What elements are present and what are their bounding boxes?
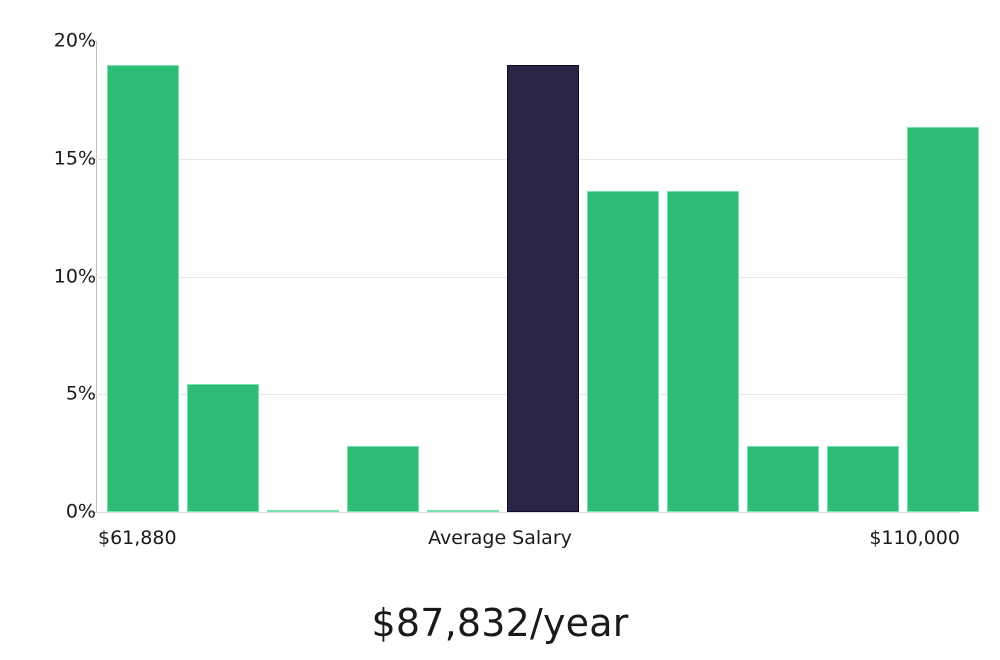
y-axis-tick-mark bbox=[89, 41, 96, 42]
bar-series bbox=[96, 41, 979, 512]
y-axis-tick-label: 20% bbox=[53, 29, 96, 52]
plot-area bbox=[96, 41, 979, 512]
x-axis-label-max: $110,000 bbox=[869, 527, 960, 549]
bar[interactable] bbox=[827, 446, 899, 512]
bar[interactable] bbox=[667, 190, 739, 512]
x-axis-label-title: Average Salary bbox=[428, 527, 572, 549]
bar[interactable] bbox=[907, 126, 979, 512]
y-axis-tick-label: 0% bbox=[65, 500, 96, 523]
bar-highlighted[interactable] bbox=[507, 64, 579, 512]
bar[interactable] bbox=[747, 446, 819, 512]
bar[interactable] bbox=[347, 446, 419, 512]
y-axis-tick-mark bbox=[89, 512, 96, 513]
bar[interactable] bbox=[587, 190, 659, 512]
y-axis-tick-mark bbox=[89, 276, 96, 278]
average-salary-caption: $87,832/year bbox=[371, 601, 629, 645]
y-axis-tick-mark bbox=[89, 394, 96, 396]
x-axis-baseline bbox=[96, 512, 960, 513]
bar[interactable] bbox=[427, 509, 499, 512]
y-axis-tick-label: 5% bbox=[65, 382, 96, 405]
y-axis-tick-mark bbox=[89, 158, 96, 160]
bar[interactable] bbox=[187, 383, 259, 512]
bar[interactable] bbox=[267, 509, 339, 512]
y-axis-tick-label: 15% bbox=[53, 147, 96, 170]
y-axis-tick-label: 10% bbox=[53, 265, 96, 287]
x-axis-label-min: $61,880 bbox=[98, 527, 177, 549]
bar[interactable] bbox=[107, 64, 179, 512]
